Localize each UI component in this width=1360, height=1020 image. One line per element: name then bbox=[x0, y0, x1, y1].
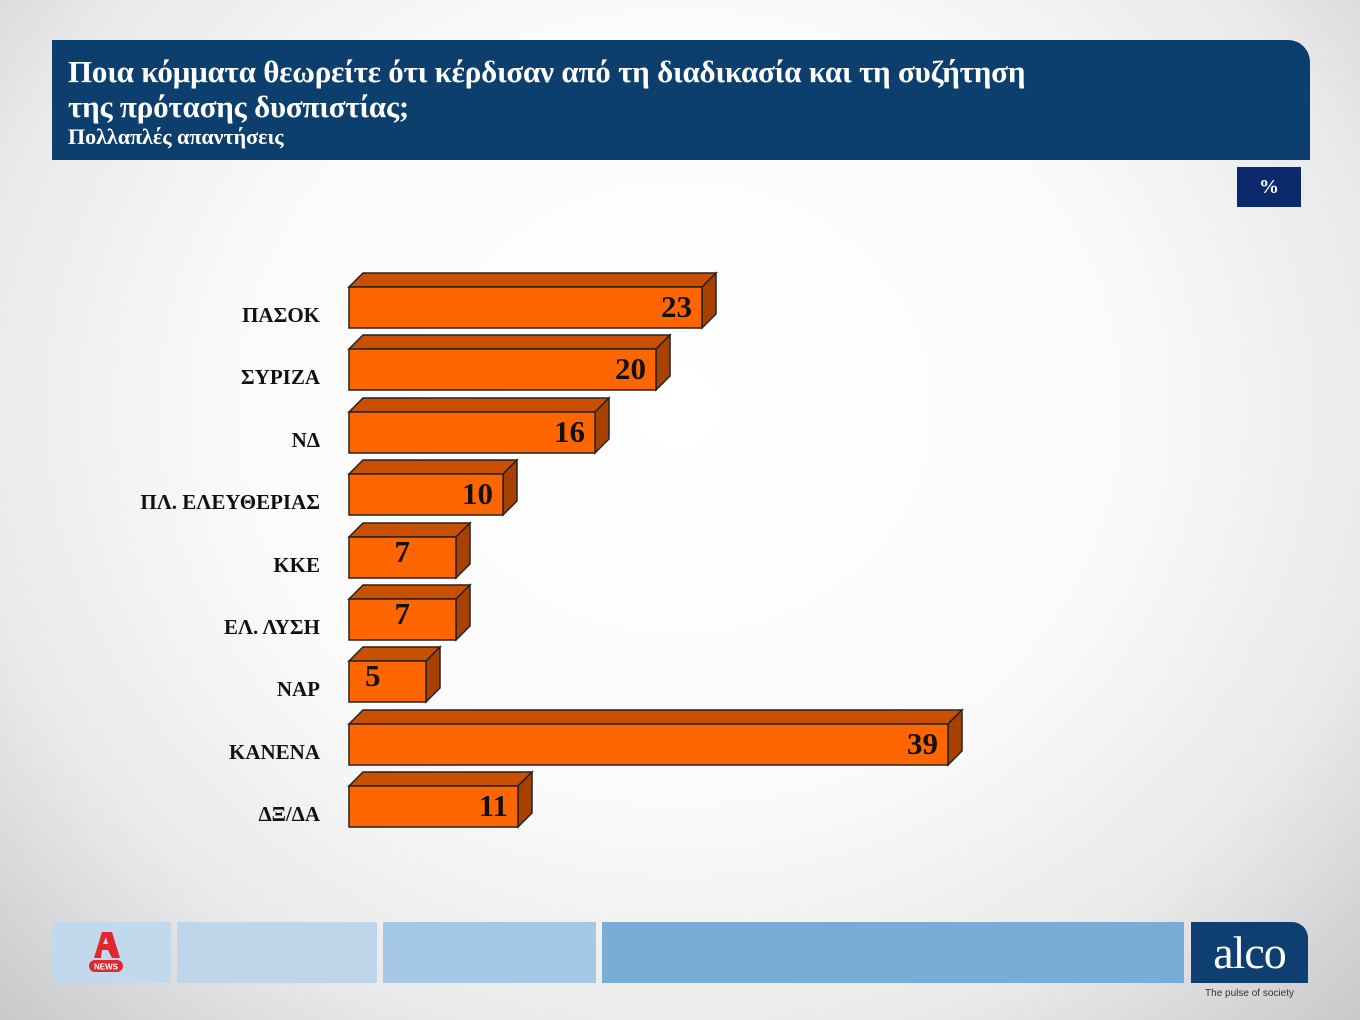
footer-bar-4 bbox=[602, 922, 1184, 983]
title-banner: Ποια κόμματα θεωρείτε ότι κέρδισαν από τ… bbox=[52, 40, 1310, 160]
news-logo-text: NEWS bbox=[94, 963, 119, 972]
bar: 20 bbox=[347, 333, 672, 392]
value-label: 39 bbox=[907, 726, 938, 761]
alpha-news-logo-icon: NEWS bbox=[89, 932, 123, 972]
bar: 5 bbox=[347, 645, 442, 704]
value-label: 20 bbox=[615, 351, 646, 386]
category-label: ΔΞ/ΔΑ bbox=[258, 802, 320, 826]
alco-tagline: The pulse of society bbox=[1205, 988, 1294, 999]
footer-bar-2 bbox=[177, 922, 377, 983]
category-label: ΚΚΕ bbox=[273, 553, 320, 577]
category-label: ΠΑΣΟΚ bbox=[242, 303, 320, 327]
value-label: 5 bbox=[365, 658, 381, 693]
bar: 16 bbox=[347, 396, 611, 455]
unit-badge: % bbox=[1237, 167, 1301, 207]
value-label: 10 bbox=[462, 476, 493, 511]
value-label: 7 bbox=[394, 534, 411, 569]
bar: 7 bbox=[347, 521, 472, 580]
footer-bar-3 bbox=[383, 922, 596, 983]
category-label: ΝΑΡ bbox=[276, 677, 320, 701]
chart-subtitle: Πολλαπλές απαντήσεις bbox=[68, 124, 284, 149]
value-label: 16 bbox=[554, 414, 585, 449]
bar: 23 bbox=[347, 271, 718, 330]
category-label: ΚΑΝΕΝΑ bbox=[228, 740, 320, 764]
bar: 11 bbox=[347, 770, 534, 829]
category-label: ΕΛ. ΛΥΣΗ bbox=[224, 615, 320, 639]
alco-logo: alco bbox=[1191, 922, 1308, 983]
value-label: 7 bbox=[394, 596, 411, 631]
value-label: 11 bbox=[478, 788, 508, 823]
bar: 10 bbox=[347, 458, 519, 517]
bar: 7 bbox=[347, 583, 472, 642]
category-label: ΠΛ. ΕΛΕΥΘΕΡΙΑΣ bbox=[140, 490, 320, 514]
chart-title-line2: της πρότασης δυσπιστίας; bbox=[68, 89, 409, 124]
bar: 39 bbox=[347, 708, 964, 767]
value-label: 23 bbox=[661, 289, 692, 324]
chart-title-line1: Ποια κόμματα θεωρείτε ότι κέρδισαν από τ… bbox=[68, 54, 1026, 89]
category-label: ΝΔ bbox=[291, 428, 320, 452]
category-label: ΣΥΡΙΖΑ bbox=[240, 365, 320, 389]
